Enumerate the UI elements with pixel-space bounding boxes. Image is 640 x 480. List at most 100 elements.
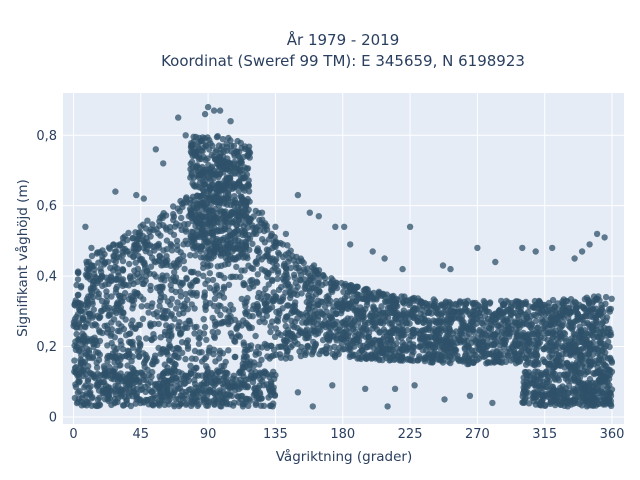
- data-point: [225, 281, 233, 288]
- data-point: [485, 350, 492, 358]
- data-point: [90, 293, 97, 301]
- data-point: [261, 239, 268, 246]
- data-point: [132, 379, 139, 386]
- data-point: [379, 336, 387, 343]
- data-point: [201, 389, 209, 397]
- data-point: [206, 270, 213, 277]
- data-point: [455, 356, 462, 363]
- data-point: [208, 207, 215, 214]
- data-point: [214, 133, 221, 140]
- data-point: [340, 282, 348, 290]
- data-point: [561, 364, 568, 371]
- data-point: [272, 296, 279, 303]
- data-point: [83, 299, 91, 306]
- data-point: [351, 351, 358, 358]
- data-point: [551, 303, 559, 311]
- data-point: [216, 355, 223, 362]
- data-point: [326, 345, 333, 352]
- data-point: [410, 297, 418, 304]
- data-point: [315, 213, 322, 220]
- data-point: [576, 400, 583, 408]
- data-point: [112, 188, 119, 195]
- data-point: [227, 232, 234, 239]
- data-point: [387, 354, 394, 361]
- data-point: [171, 223, 179, 230]
- data-point: [166, 327, 173, 335]
- data-point: [363, 296, 371, 303]
- data-point: [205, 238, 212, 246]
- data-point: [601, 378, 608, 385]
- data-point: [238, 203, 245, 210]
- data-point: [130, 245, 137, 252]
- data-point: [221, 379, 228, 386]
- data-point: [406, 223, 414, 230]
- data-point: [124, 362, 131, 369]
- data-point: [420, 337, 428, 344]
- data-point: [590, 305, 597, 313]
- data-point: [477, 317, 485, 324]
- data-point: [208, 369, 215, 377]
- data-point: [513, 298, 521, 305]
- data-point: [355, 354, 363, 362]
- data-point: [240, 223, 247, 230]
- data-point: [147, 282, 154, 290]
- data-point: [562, 297, 570, 305]
- data-point: [269, 267, 276, 274]
- data-point: [237, 273, 244, 281]
- data-point: [182, 355, 189, 363]
- data-point: [599, 369, 607, 376]
- data-point: [242, 309, 249, 316]
- data-point: [589, 339, 597, 346]
- data-point: [577, 328, 585, 335]
- data-point: [509, 351, 517, 358]
- data-point: [572, 317, 579, 325]
- data-point: [398, 354, 405, 362]
- data-point: [259, 216, 266, 223]
- data-point: [78, 358, 85, 365]
- data-point: [127, 273, 134, 280]
- data-point: [168, 247, 176, 254]
- data-point: [287, 288, 294, 296]
- data-point: [306, 209, 313, 216]
- data-point: [129, 324, 136, 331]
- data-point: [178, 392, 186, 400]
- data-point: [253, 224, 260, 231]
- data-point: [135, 321, 142, 329]
- data-point: [274, 275, 281, 283]
- data-point: [242, 376, 249, 383]
- data-point: [565, 390, 572, 397]
- data-point: [279, 296, 286, 303]
- data-point: [193, 204, 201, 211]
- data-point: [245, 188, 253, 195]
- data-point: [333, 310, 340, 318]
- data-point: [225, 308, 233, 315]
- data-point: [287, 294, 294, 302]
- data-point: [84, 272, 92, 280]
- data-point: [168, 323, 175, 330]
- data-point: [204, 380, 211, 387]
- data-point: [514, 333, 521, 340]
- data-point: [469, 327, 477, 334]
- data-point: [559, 305, 567, 312]
- data-point: [304, 342, 311, 350]
- data-point: [233, 263, 240, 271]
- data-point: [249, 240, 256, 247]
- data-point: [211, 295, 219, 302]
- data-point: [541, 324, 548, 331]
- data-point: [388, 328, 395, 335]
- data-point: [598, 334, 605, 341]
- data-point: [187, 252, 194, 259]
- data-point: [262, 301, 269, 308]
- data-point: [99, 329, 106, 337]
- data-point: [206, 300, 214, 307]
- data-point: [246, 218, 253, 226]
- data-point: [279, 241, 287, 248]
- data-point: [347, 241, 354, 248]
- data-point: [211, 390, 218, 398]
- data-point: [191, 330, 198, 337]
- data-point: [75, 336, 82, 343]
- data-point: [221, 274, 228, 282]
- data-point: [281, 316, 289, 324]
- data-point: [145, 372, 153, 379]
- data-point: [441, 396, 448, 403]
